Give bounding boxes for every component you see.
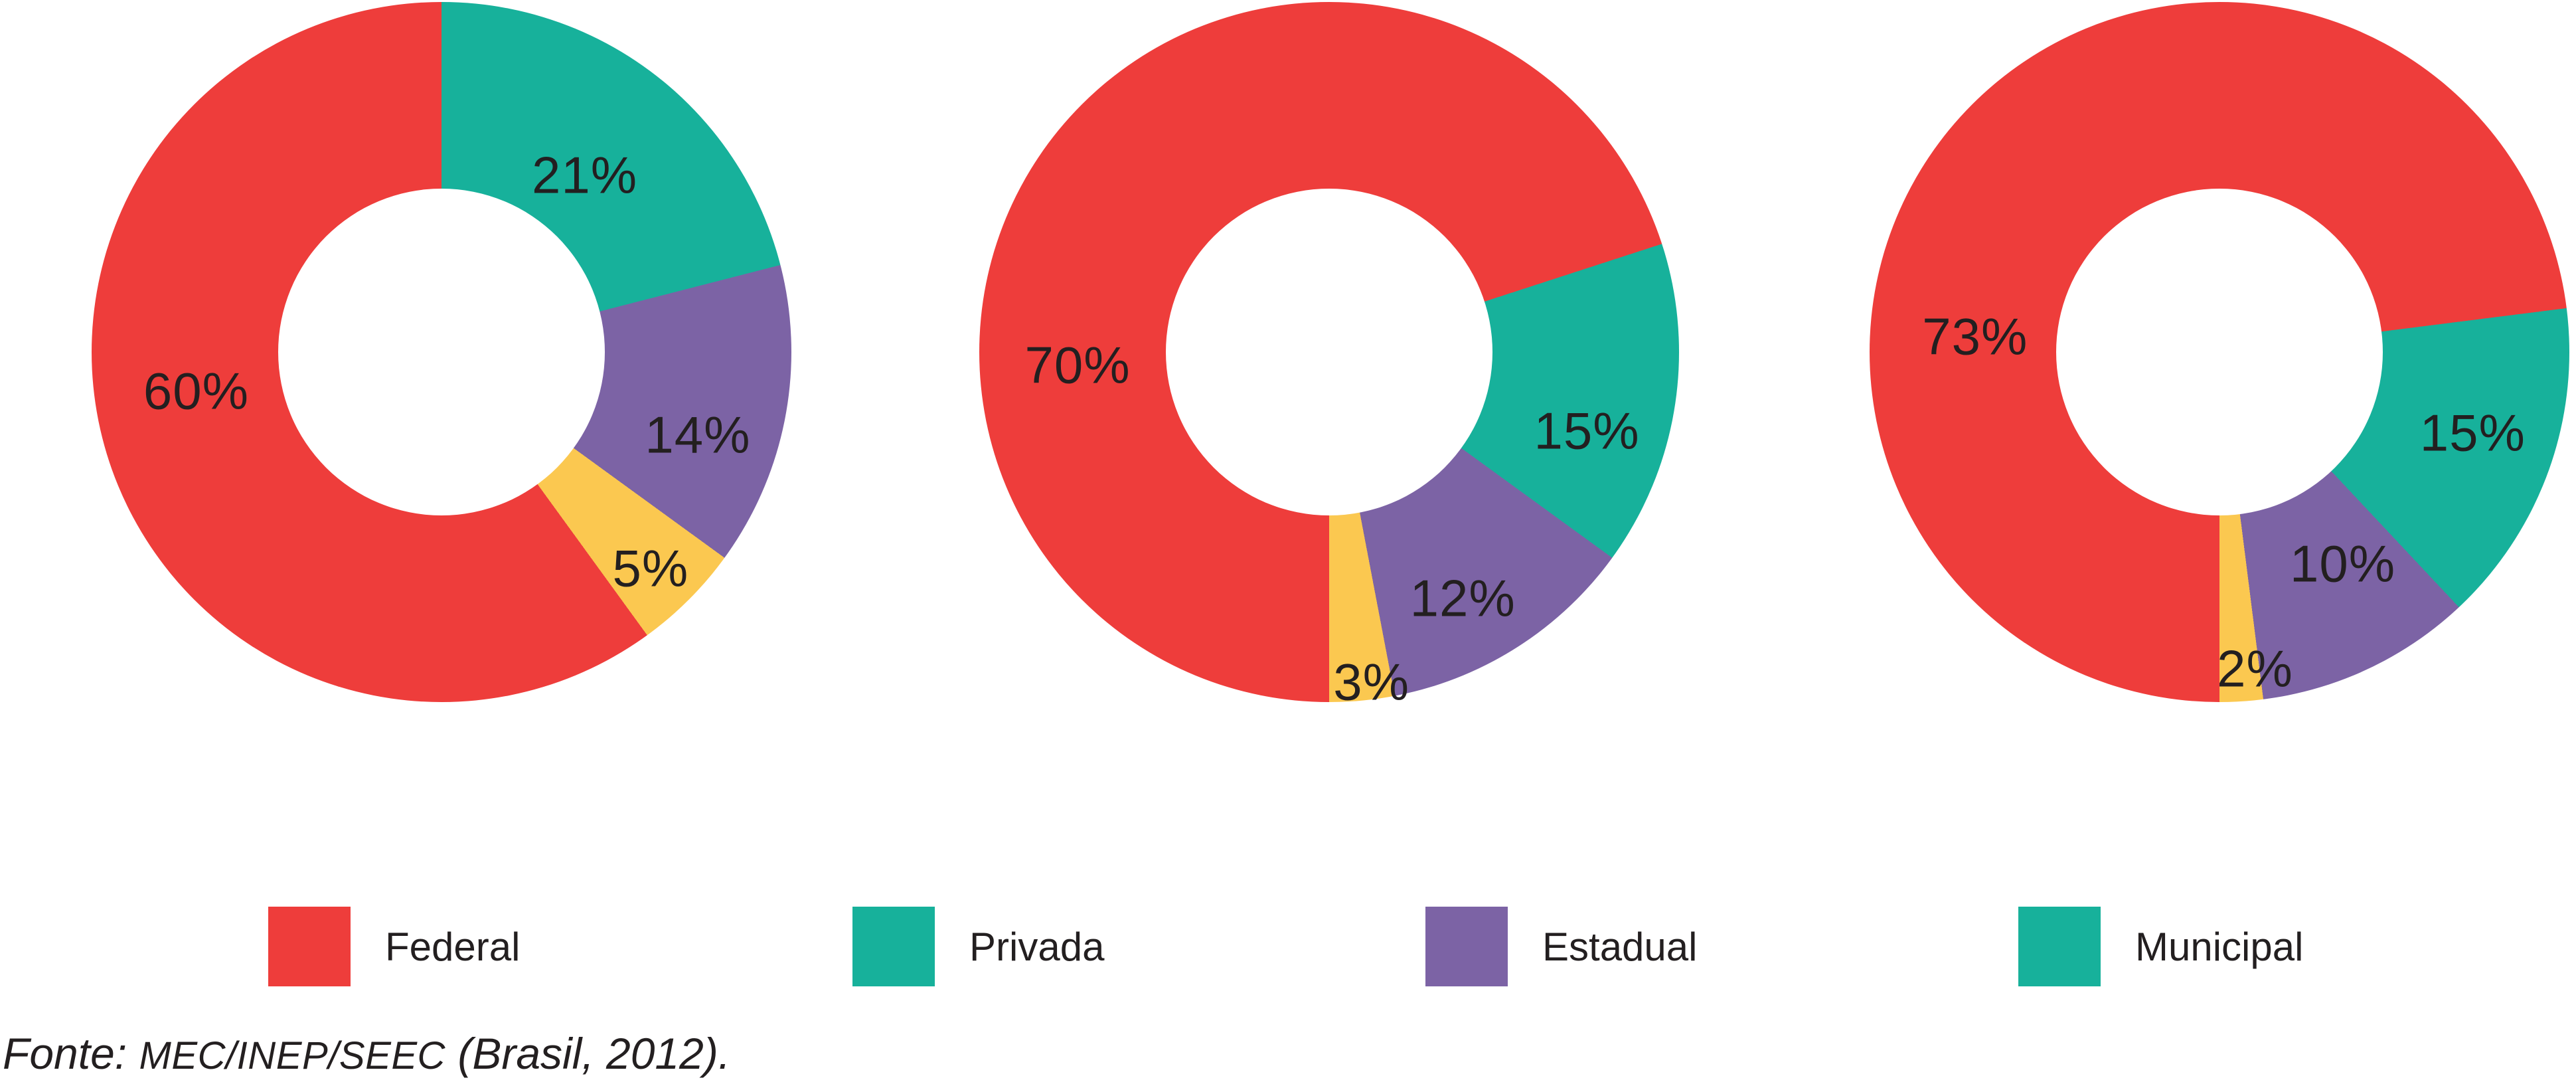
legend-label: Federal [385, 924, 521, 969]
legend-item-privada: Privada [852, 907, 1104, 986]
legend-swatch-estadual [1425, 907, 1508, 986]
legend-label: Municipal [2135, 924, 2304, 969]
source-note-acronym: MEC/INEP/SEEC [139, 1034, 445, 1077]
donut-chart-3: 73% 15% 10% 2% [1870, 2, 2569, 702]
slice-percent-label-teal: 15% [2419, 403, 2526, 462]
legend-item-federal: Federal [268, 907, 520, 986]
source-note-suffix: (Brasil, 2012). [445, 1029, 731, 1078]
slice-percent-label-red: 60% [143, 361, 249, 420]
legend-swatch-federal [268, 907, 351, 986]
legend-label: Privada [969, 924, 1105, 969]
source-note-prefix: Fonte: [3, 1029, 139, 1078]
source-note: Fonte: MEC/INEP/SEEC (Brasil, 2012). [3, 1028, 730, 1079]
donut-hole [1166, 189, 1492, 515]
slice-percent-label-purple: 14% [645, 405, 751, 464]
slice-percent-label-yellow: 5% [612, 539, 689, 598]
legend-item-municipal: Municipal [2018, 907, 2303, 986]
donut-hole [278, 189, 605, 515]
slice-percent-label-teal: 21% [532, 145, 638, 205]
slice-percent-label-purple: 12% [1409, 569, 1516, 627]
legend-swatch-municipal [2018, 907, 2101, 986]
legend: Federal Privada Estadual Municipal [0, 907, 2576, 986]
donut-chart-1: 21% 14% 5% 60% [92, 2, 791, 702]
slice-percent-label-yellow: 2% [2217, 639, 2293, 698]
slice-percent-label-teal: 15% [1534, 401, 1640, 460]
slice-percent-label-red: 70% [1024, 335, 1131, 395]
donut-hole [2056, 189, 2383, 515]
legend-label: Estadual [1542, 924, 1698, 969]
slice-percent-label-red: 73% [1922, 307, 2028, 366]
slice-percent-label-yellow: 3% [1333, 652, 1409, 711]
legend-item-estadual: Estadual [1425, 907, 1698, 986]
legend-swatch-privada [852, 907, 935, 986]
slice-percent-label-purple: 10% [2290, 534, 2396, 593]
donut-chart-2: 70% 15% 12% 3% [979, 2, 1679, 711]
